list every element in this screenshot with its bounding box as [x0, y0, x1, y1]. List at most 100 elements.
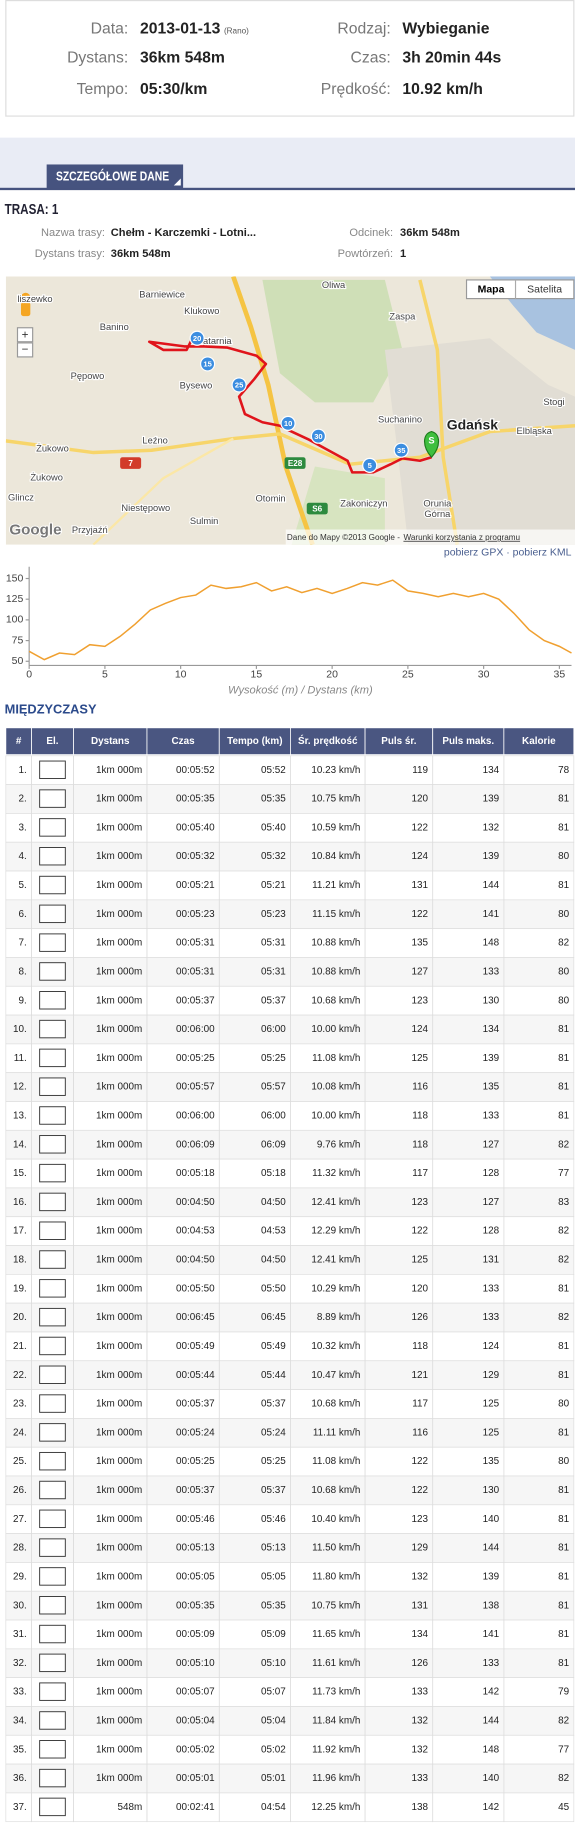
road: [5, 432, 281, 455]
el-box[interactable]: [39, 1279, 66, 1298]
cell-text: 12.41 km/h: [311, 1255, 360, 1266]
download-links[interactable]: pobierz GPX · pobierz KML: [444, 548, 572, 559]
x-axis-title: Wysokość (m) / Dystans (km): [228, 684, 373, 696]
row-bg: [5, 871, 574, 900]
tab-label[interactable]: SZCZEGÓŁOWE DANE: [56, 169, 169, 184]
row-bg: [5, 1677, 574, 1707]
cell-text: 05:35: [261, 1600, 286, 1611]
cell-text: 80: [558, 966, 570, 977]
cell-text: 148: [483, 938, 500, 949]
km-marker: [189, 330, 205, 346]
el-box[interactable]: [39, 1135, 66, 1154]
el-box[interactable]: [39, 1163, 66, 1183]
el-box[interactable]: [39, 962, 66, 981]
place-label: Suchanino: [378, 414, 422, 424]
cell-text: 133: [483, 1283, 500, 1294]
el-box[interactable]: [39, 1797, 66, 1817]
cell-text: 142: [483, 1687, 500, 1698]
cell-text: 130: [483, 1485, 500, 1496]
cell-text: 132: [483, 822, 500, 833]
cell-text: 131: [412, 880, 429, 891]
row-bg: [5, 1245, 574, 1275]
cell-text: 1km 000m: [96, 995, 142, 1006]
cell-text: 144: [483, 1543, 500, 1554]
cell-text: 00:06:00: [176, 1111, 215, 1122]
el-box[interactable]: [39, 1624, 66, 1644]
cell-text: 120: [412, 1283, 429, 1294]
zoom-label[interactable]: +: [22, 328, 29, 341]
el-box[interactable]: [39, 904, 66, 924]
cell-text: 81: [558, 1024, 570, 1035]
route-label: Odcinek:: [349, 227, 393, 239]
el-box[interactable]: [39, 1768, 66, 1788]
cell-text: 118: [412, 1341, 428, 1352]
place-label: Pępowo: [71, 371, 105, 381]
cell-text: 132: [412, 1571, 429, 1582]
km-marker-label: 10: [284, 419, 292, 428]
cell-text: 05:32: [261, 851, 286, 862]
summary-value: 10.92 km/h: [402, 81, 482, 98]
el-box[interactable]: [39, 1250, 66, 1269]
attribution-bar: [285, 529, 575, 545]
el-box[interactable]: [39, 933, 66, 952]
el-box[interactable]: [39, 789, 66, 808]
cell-text: 00:05:49: [176, 1341, 215, 1352]
el-box[interactable]: [39, 1567, 66, 1586]
cell-text: 3.: [19, 822, 27, 833]
zoom-label[interactable]: −: [22, 343, 29, 356]
cell-text: 00:05:13: [176, 1543, 215, 1554]
el-box[interactable]: [39, 991, 66, 1010]
header-cell: [5, 727, 32, 756]
el-box[interactable]: [39, 1192, 66, 1212]
el-box[interactable]: [39, 875, 66, 895]
el-box[interactable]: [39, 1423, 66, 1442]
cell-text: 122: [412, 822, 429, 833]
header-cell: [73, 727, 148, 756]
el-box[interactable]: [39, 1048, 66, 1068]
cell-text: 05:09: [261, 1629, 286, 1640]
el-box[interactable]: [39, 1509, 66, 1529]
cell-text: 00:05:02: [176, 1744, 215, 1755]
map-button[interactable]: Mapa: [478, 285, 505, 296]
zoom-out-btn[interactable]: [16, 342, 34, 358]
el-box[interactable]: [39, 1740, 66, 1759]
cell-text: 121: [412, 1370, 429, 1381]
el-box[interactable]: [39, 1106, 66, 1125]
el-box[interactable]: [39, 1365, 66, 1384]
cell-text: 81: [558, 1543, 570, 1554]
map-button[interactable]: Satelita: [527, 285, 562, 296]
el-box[interactable]: [39, 847, 66, 866]
cell-text: 11.65 km/h: [312, 1629, 360, 1640]
cell-text: 127: [483, 1139, 500, 1150]
splits-title: MIĘDZYCZASY: [5, 702, 97, 717]
el-box[interactable]: [39, 1077, 66, 1096]
cell-text: 32.: [13, 1658, 27, 1669]
zoom-in-btn[interactable]: [16, 327, 34, 343]
el-box[interactable]: [39, 1307, 66, 1327]
cell-text: 128: [483, 1168, 500, 1179]
el-box[interactable]: [39, 1711, 66, 1730]
el-box[interactable]: [39, 1480, 66, 1500]
header-label: El.: [46, 736, 58, 747]
el-box[interactable]: [39, 1336, 66, 1356]
el-box[interactable]: [39, 1394, 66, 1413]
map-terms[interactable]: Warunki korzystania z programu: [403, 533, 520, 542]
cell-text: 77: [558, 1744, 570, 1755]
row-bg: [5, 928, 574, 958]
el-box[interactable]: [39, 760, 66, 780]
road-number: 7: [128, 459, 133, 468]
el-box[interactable]: [39, 1596, 66, 1615]
road-number: E28: [288, 459, 303, 468]
el-box[interactable]: [39, 1019, 66, 1039]
el-box[interactable]: [39, 1451, 66, 1471]
cell-text: 1km 000m: [96, 1341, 142, 1352]
cell-text: 29.: [13, 1571, 27, 1582]
el-box[interactable]: [39, 818, 66, 837]
el-box[interactable]: [39, 1221, 66, 1240]
el-box[interactable]: [39, 1538, 66, 1557]
el-box[interactable]: [39, 1653, 66, 1673]
el-box[interactable]: [39, 1682, 66, 1701]
route-value: Chełm - Karczemki - Lotni...: [111, 227, 256, 239]
cell-text: 139: [483, 851, 500, 862]
cell-text: 142: [483, 1802, 500, 1813]
